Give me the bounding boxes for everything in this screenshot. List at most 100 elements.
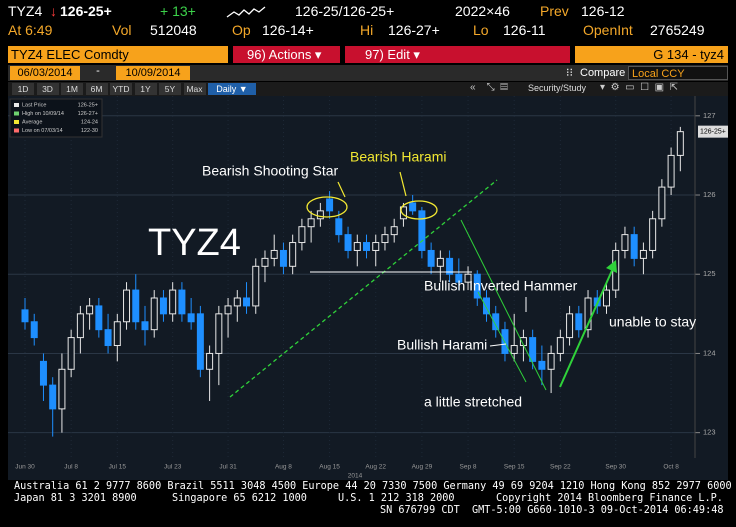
prev-label: Prev [540,3,569,19]
x-tick-label: Jul 31 [219,464,237,471]
candle-body [464,273,472,283]
legend-label: Average [22,119,42,125]
candle-body [676,131,684,156]
period[interactable]: Daily ▼ [208,83,256,95]
study[interactable]: Security/Study [528,83,587,93]
y-tick-label: 127 [703,111,716,120]
candle-body [639,249,647,259]
range-button[interactable]: 1D [12,83,34,95]
annotation: Bearish Harami [350,149,446,165]
candle-body [95,305,103,331]
last-price: 126-25+ [60,3,112,19]
legend-swatch [14,120,19,124]
date-separator: - [96,65,100,77]
legend-swatch [14,128,19,133]
candle-body [58,368,66,410]
x-tick-label: Jul 15 [109,464,127,471]
footer-line: SN 676799 CDT GMT-5:00 G660-1010-3 09-Oc… [380,505,724,516]
grid: 123 124 125 126 127 Jun 30 Jul 8 Jul 15 Jul 23 Ju… [8,96,716,480]
edit-button[interactable]: 97) Edit ▾ [345,46,570,63]
candle-body [326,198,334,212]
candle-body [492,313,500,331]
last-price-label: 126-25+ [700,128,726,135]
range-button[interactable]: YTD [110,83,132,95]
candle-body [630,234,638,259]
candle-body [455,273,463,283]
candle-body [141,321,149,331]
annotation: a little stretched [424,394,522,410]
legend-box [9,98,103,138]
time: At 6:49 [8,22,53,38]
candle-body [510,345,518,354]
candle-body [538,360,546,370]
x-tick-label: Jul 23 [164,464,182,471]
range-button[interactable]: 3D [36,83,59,95]
footer-copyright: Copyright 2014 Bloomberg Finance L.P. [496,493,723,504]
candle-body [446,257,454,275]
candle-body [67,337,75,370]
candle-body [270,249,278,259]
compare[interactable]: Compare [580,67,626,79]
x-tick-label: Jun 30 [15,464,35,471]
x-tick-label: Aug 29 [412,464,433,471]
annotation: Bearish Shooting Star [202,163,339,179]
channel-line [460,219,547,391]
range-button[interactable]: 1Y [134,83,157,95]
oi-label: OpenInt [583,22,633,38]
lo-label: Lo [473,22,489,38]
candle-body [279,249,287,267]
candle-body [575,313,583,331]
candle-body [21,309,29,323]
candle-body [566,313,574,339]
annotation: TYZ4 [148,222,241,264]
end-date[interactable]: 10/09/2014 [116,66,190,80]
range-button[interactable]: Max [183,83,206,95]
start-date[interactable]: 06/03/2014 [10,66,80,80]
pointer [489,343,507,347]
candle-body [473,273,481,299]
annotation: unable to stay [609,314,696,330]
candle-body [123,289,131,323]
range-button[interactable]: 5Y [159,83,181,95]
candle-body [316,210,324,220]
sparkline [226,6,266,18]
arrow: ↓ [50,3,57,19]
candle-body [187,313,195,323]
currency[interactable]: Local CCY [628,66,728,80]
legend-label: Low on 07/03/14 [22,128,63,134]
candle-body [243,297,251,307]
x-tick-label: Sep 8 [460,464,477,471]
highlight [400,200,438,220]
range-button[interactable]: 1M [61,83,83,95]
candle-body [289,242,297,267]
bid-ask: 126-25/126-25+ [295,3,395,19]
vol: 512048 [150,22,197,38]
footer-contact: U.S. 1 212 318 2000 [338,493,455,504]
x-tick-label: Sep 15 [504,464,525,471]
candle-body [372,242,380,251]
candle-body [206,352,214,370]
size: 2022×46 [455,3,510,19]
candle-body [381,234,389,244]
candle-body [353,242,361,251]
actions-button[interactable]: 96) Actions ▾ [233,46,340,63]
candle-body [418,210,426,251]
oi: 2765249 [650,22,705,38]
candle-body [344,234,352,251]
candle-body [427,249,435,267]
candle-body [584,297,592,331]
candle-body [667,154,675,188]
security-field[interactable]: TYZ4 ELEC Comdty [8,46,228,63]
candle-body [30,321,38,339]
footer-contact: Singapore 65 6212 1000 [172,493,307,504]
annotation: Bullish Harami [397,337,487,353]
plot-background [8,96,728,480]
channel-line [477,291,527,383]
candle-body [261,257,269,267]
range-button[interactable]: 6M [85,83,108,95]
y-tick-label: 123 [703,428,716,437]
candle-body [390,226,398,236]
arrow-head [606,260,617,273]
candle-body [39,360,47,386]
